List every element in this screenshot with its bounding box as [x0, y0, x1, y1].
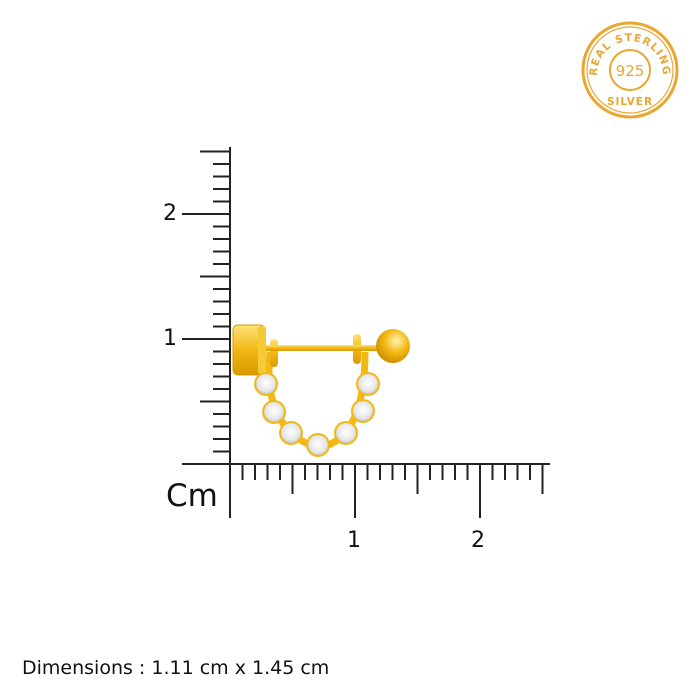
y-label-2: 2 [163, 201, 177, 226]
stone [279, 421, 303, 445]
stone [334, 421, 358, 445]
earring-image [232, 324, 410, 457]
stone [262, 400, 286, 424]
dimensions-text: Dimensions : 1.11 cm x 1.45 cm [22, 657, 330, 679]
stone [351, 399, 375, 423]
stone [356, 372, 380, 396]
unit-label: Cm [166, 478, 218, 514]
badge-number: 925 [616, 62, 645, 80]
badge-bottom-text: SILVER [607, 96, 653, 108]
stone [306, 433, 330, 457]
x-label-1: 1 [347, 528, 361, 553]
stone [254, 372, 278, 396]
x-label-2: 2 [471, 528, 485, 553]
sterling-silver-badge: REAL STERLING 925 SILVER [581, 21, 679, 119]
y-label-1: 1 [163, 326, 177, 351]
